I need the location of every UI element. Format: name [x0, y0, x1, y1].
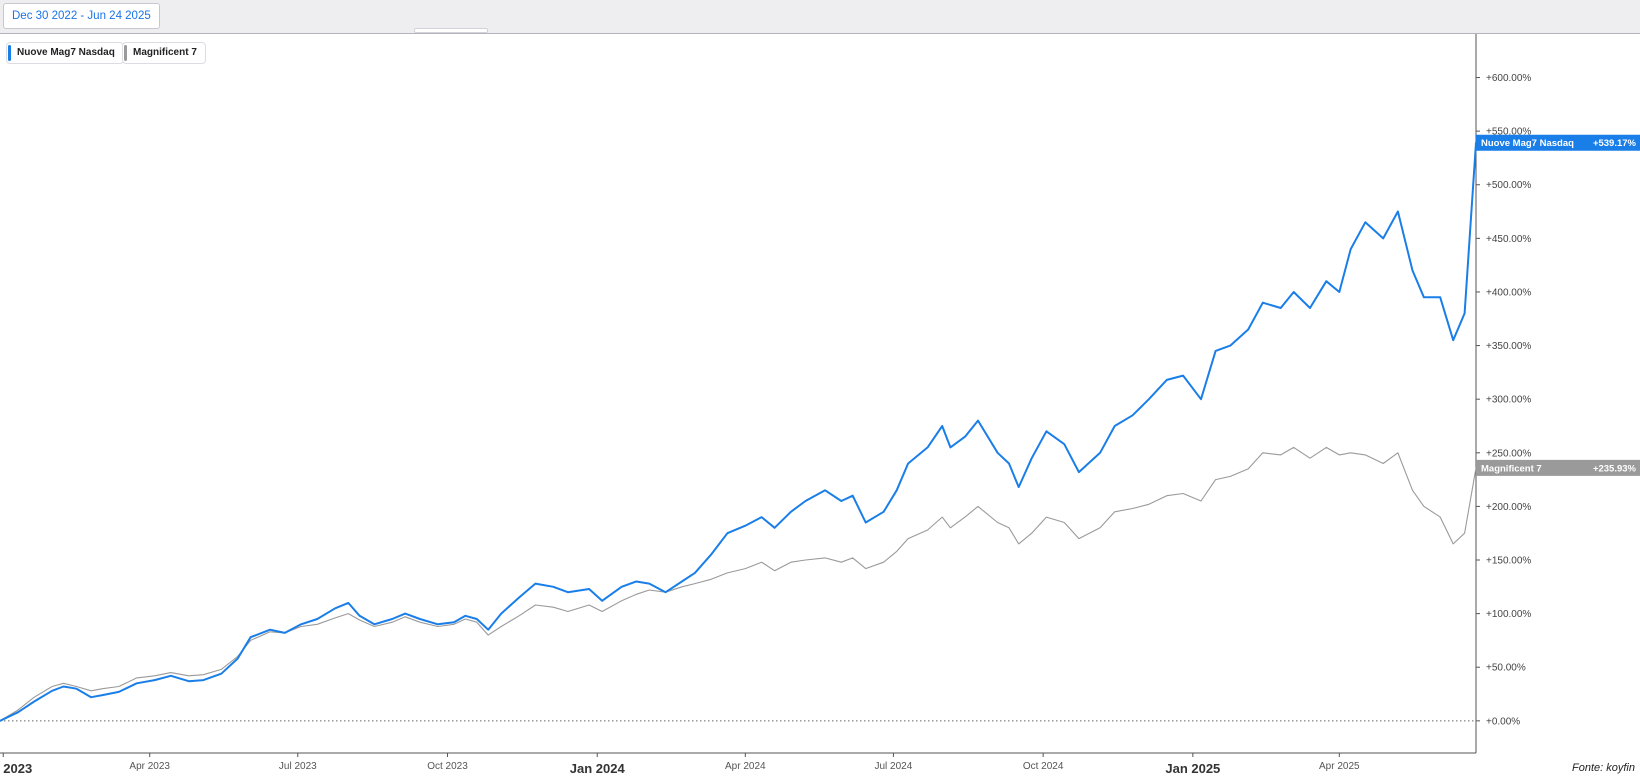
- series-color-marker: [124, 45, 127, 61]
- legend-label: Magnificent 7: [133, 47, 197, 58]
- series-line-nuove-mag7-nasdaq: [0, 141, 1477, 722]
- y-tick-label: +400.00%: [1486, 287, 1531, 298]
- x-tick-label-major: 2023: [3, 761, 32, 776]
- y-tick-label: +450.00%: [1486, 234, 1531, 245]
- last-value-label: +539.17%: [1593, 138, 1637, 149]
- x-tick-label-major: Jan 2025: [1165, 761, 1220, 776]
- last-value-series-name: Nuove Mag7 Nasdaq: [1481, 138, 1574, 149]
- y-tick-label: +350.00%: [1486, 341, 1531, 352]
- date-range-button[interactable]: Dec 30 2022 - Jun 24 2025: [3, 3, 160, 29]
- series-line-magnificent-7: [0, 446, 1477, 722]
- x-tick-label: Apr 2023: [129, 761, 170, 772]
- x-tick-label: Oct 2024: [1023, 761, 1064, 772]
- y-tick-label: +100.00%: [1486, 609, 1531, 620]
- y-tick-label: +600.00%: [1486, 73, 1531, 84]
- series-color-marker: [8, 45, 11, 61]
- x-tick-label-major: Jan 2024: [570, 761, 626, 776]
- y-tick-label: +300.00%: [1486, 395, 1531, 406]
- y-tick-label: +150.00%: [1486, 556, 1531, 567]
- x-tick-label: Apr 2024: [725, 761, 766, 772]
- x-tick-label: Jul 2023: [279, 761, 317, 772]
- y-tick-label: +50.00%: [1486, 663, 1526, 674]
- last-value-series-name: Magnificent 7: [1481, 463, 1542, 474]
- line-chart: +0.00% +50.00% +100.00% +150.00% +200.00% +25…: [0, 34, 1640, 776]
- y-tick-label: +250.00%: [1486, 448, 1531, 459]
- pane-resize-handle[interactable]: [414, 28, 488, 33]
- x-tick-label: Jul 2024: [875, 761, 913, 772]
- y-tick-label: +0.00%: [1486, 716, 1520, 727]
- legend-item-nuove-mag7-nasdaq[interactable]: Nuove Mag7 Nasdaq: [6, 42, 124, 64]
- last-value-badge: [1476, 134, 1640, 151]
- x-tick-label: Apr 2025: [1319, 761, 1360, 772]
- y-tick-label: +550.00%: [1486, 127, 1531, 138]
- source-note: Fonte: koyfin: [1572, 762, 1635, 774]
- last-value-label: +235.93%: [1593, 463, 1637, 474]
- x-tick-label: Oct 2023: [427, 761, 468, 772]
- legend-item-magnificent-7[interactable]: Magnificent 7: [122, 42, 206, 64]
- y-tick-label: +200.00%: [1486, 502, 1531, 513]
- last-value-badge: [1476, 459, 1640, 476]
- toolbar: Dec 30 2022 - Jun 24 2025: [0, 0, 1640, 34]
- legend-label: Nuove Mag7 Nasdaq: [17, 47, 115, 58]
- y-tick-label: +500.00%: [1486, 180, 1531, 191]
